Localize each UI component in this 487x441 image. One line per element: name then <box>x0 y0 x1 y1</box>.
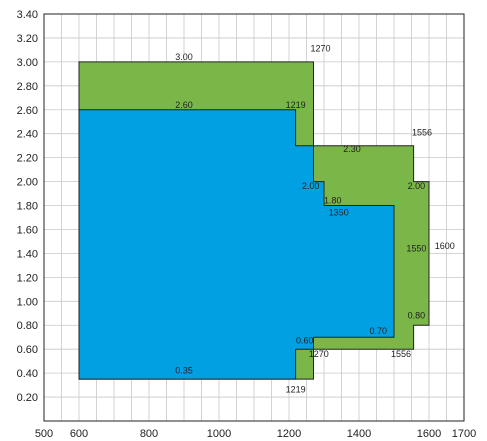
y-tick-label: 0.40 <box>17 368 38 380</box>
annotation-label: 2.00 <box>302 181 320 191</box>
annotation-label: 0.80 <box>408 310 426 320</box>
annotation-label: 0.35 <box>175 366 193 376</box>
annotation-label: 1270 <box>309 349 329 359</box>
y-tick-label: 1.20 <box>17 272 38 284</box>
annotation-label: 1219 <box>286 385 306 395</box>
x-tick-label: 1600 <box>417 428 441 440</box>
y-tick-label: 1.00 <box>17 296 38 308</box>
y-tick-label: 0.60 <box>17 344 38 356</box>
x-tick-label: 1700 <box>452 428 476 440</box>
y-tick-label: 2.00 <box>17 177 38 189</box>
series-area-1 <box>78 109 395 380</box>
y-tick-label: 3.20 <box>17 33 38 45</box>
y-tick-label: 1.60 <box>17 224 38 236</box>
y-tick-label: 2.20 <box>17 153 38 165</box>
plot-frame <box>43 13 465 422</box>
annotation-label: 1219 <box>286 100 306 110</box>
annotation-label: 1556 <box>412 127 432 137</box>
y-tick-label: 1.40 <box>17 248 38 260</box>
y-tick-label: 3.00 <box>17 57 38 69</box>
y-tick-label: 2.80 <box>17 81 38 93</box>
y-tick-label: 0.20 <box>17 392 38 404</box>
series-layer <box>78 61 430 380</box>
y-tick-label: 1.80 <box>17 201 38 213</box>
y-tick-label: 0.80 <box>17 320 38 332</box>
annotation-label: 2.60 <box>175 100 193 110</box>
x-tick-label: 800 <box>140 428 158 440</box>
annotation-label: 1350 <box>329 208 349 218</box>
x-axis-ticks: 500 600 800 1000 1200 1400 1600 1700 <box>35 428 476 440</box>
y-tick-label: 2.40 <box>17 129 38 141</box>
annotation-label: 0.70 <box>369 326 387 336</box>
x-tick-label: 1200 <box>277 428 301 440</box>
x-tick-label: 600 <box>70 428 88 440</box>
annotation-label: 3.00 <box>175 52 193 62</box>
annotation-label: 2.30 <box>343 144 361 154</box>
annotation-label: 1600 <box>435 241 455 251</box>
x-tick-label: 1000 <box>207 428 231 440</box>
annotation-label: 1270 <box>310 44 330 54</box>
annotation-label: 1556 <box>391 349 411 359</box>
annotations: 3.00 1270 2.60 1219 1556 2.30 2.00 1.80 2.00 1350… <box>175 44 455 395</box>
annotation-label: 1.80 <box>324 196 342 206</box>
y-axis-ticks: 0.20 0.40 0.60 0.80 1.00 1.20 1.40 1.60 1.80 2.00… <box>17 9 38 404</box>
x-tick-label: 500 <box>35 428 53 440</box>
y-tick-label: 3.40 <box>17 9 38 21</box>
annotation-label: 2.00 <box>408 181 426 191</box>
annotation-label: 1550 <box>406 243 426 253</box>
y-tick-label: 2.60 <box>17 105 38 117</box>
annotation-label: 0.60 <box>296 336 314 346</box>
x-tick-label: 1400 <box>347 428 371 440</box>
